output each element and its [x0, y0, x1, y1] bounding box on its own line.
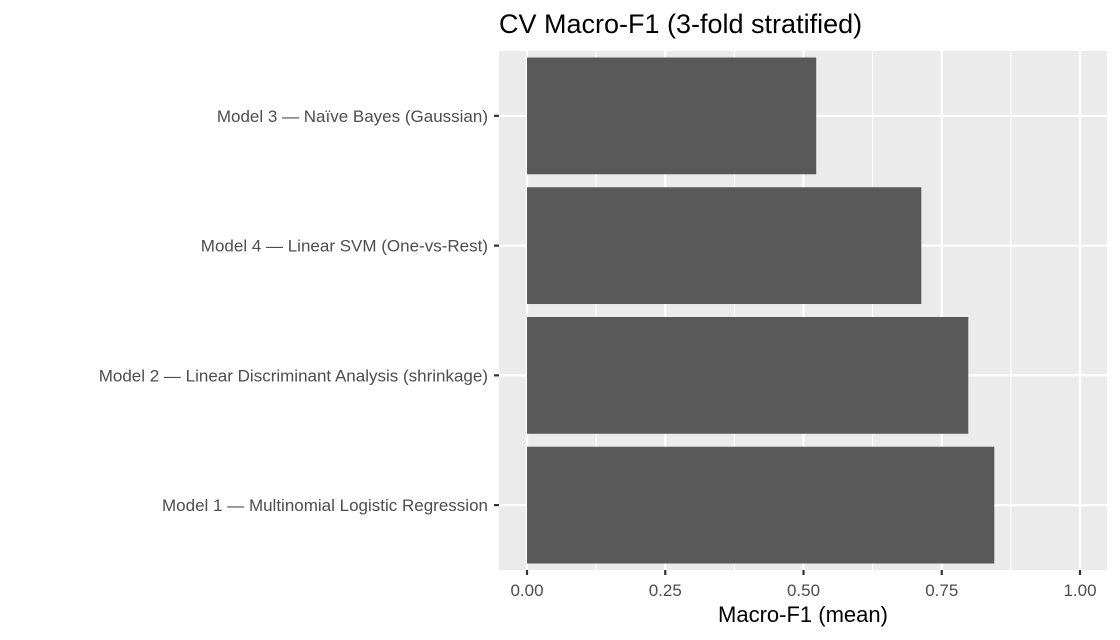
- y-tick-label: Model 4 — Linear SVM (One-vs-Rest): [201, 237, 488, 256]
- x-axis-title: Macro-F1 (mean): [718, 602, 888, 627]
- bar: [527, 446, 995, 564]
- bar: [527, 57, 817, 175]
- axis-layer: Model 3 — Naïve Bayes (Gaussian) Model 4 …: [99, 107, 1097, 600]
- x-tick-label: 0.25: [649, 581, 682, 600]
- x-tick-label: 0.50: [787, 581, 820, 600]
- x-tick-label: 0.00: [510, 581, 543, 600]
- bar: [527, 316, 969, 434]
- bar: [527, 187, 922, 305]
- bar-layer: [527, 57, 995, 564]
- x-tick-label: 0.75: [925, 581, 958, 600]
- y-tick-label: Model 3 — Naïve Bayes (Gaussian): [217, 107, 488, 126]
- chart-title: CV Macro-F1 (3-fold stratified): [499, 9, 862, 39]
- y-tick-label: Model 2 — Linear Discriminant Analysis (…: [99, 366, 488, 385]
- x-tick-label: 1.00: [1063, 581, 1096, 600]
- y-tick-label: Model 1 — Multinomial Logistic Regressio…: [162, 496, 488, 515]
